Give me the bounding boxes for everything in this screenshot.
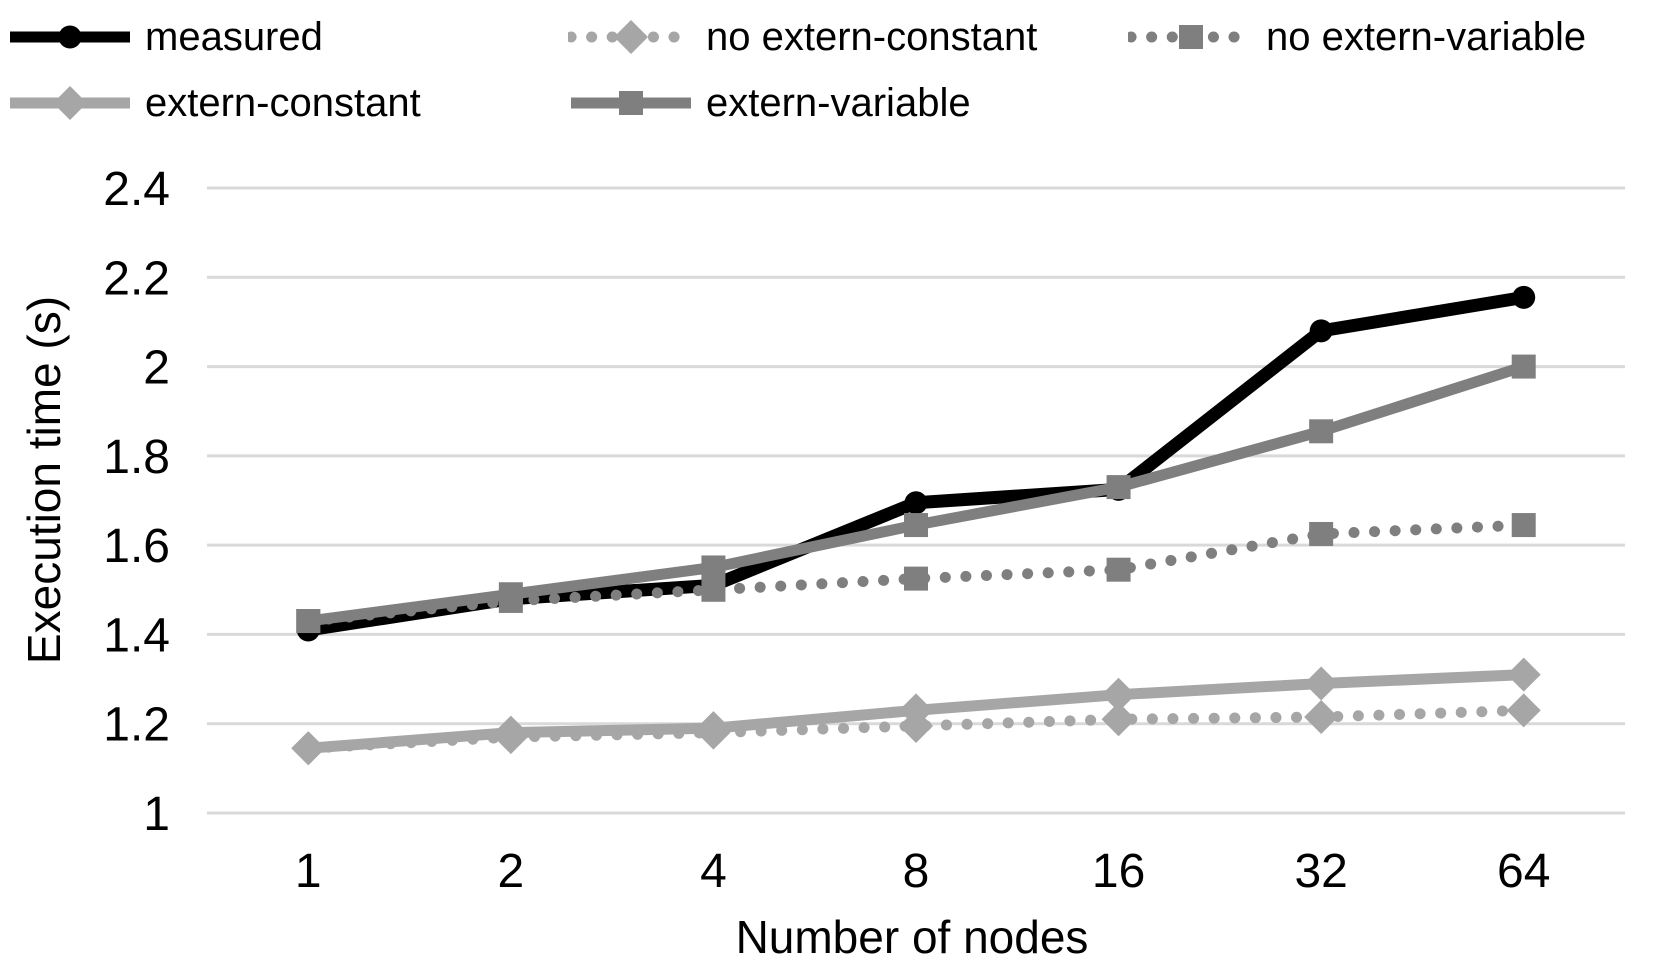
y-tick-label: 1.6 [103,520,170,573]
marker-extern-constant [1506,657,1541,692]
legend-item-no-extern-variable: no extern-variable [1128,15,1586,59]
legend-label-extern-constant: extern-constant [145,81,421,125]
legend-label-extern-variable: extern-variable [706,81,971,125]
x-tick-label: 64 [1497,845,1550,898]
x-axis-title: Number of nodes [735,911,1089,963]
legend-swatch-extern-variable [568,81,694,125]
x-tick-label: 4 [700,845,727,898]
marker-extern-variable [701,555,726,580]
marker-extern-variable [296,609,321,634]
y-tick-label: 1.8 [103,431,170,484]
x-tick-label: 8 [903,845,930,898]
marker-no-extern-variable [1106,557,1131,582]
legend-swatch-extern-constant [7,81,133,125]
legend-swatch-graphic-extern-variable [571,91,691,115]
y-tick-label: 2.4 [103,163,170,216]
marker-no-extern-variable [904,566,928,591]
legend-marker-measured [58,25,82,49]
legend-item-extern-constant: extern-constant [7,81,421,125]
y-axis-title: Execution time (s) [18,295,70,665]
marker-extern-constant [1304,666,1339,701]
legend-marker-extern-constant [53,86,87,120]
legend-swatch-no-extern-variable [1128,15,1254,59]
x-tick-label: 16 [1092,845,1145,898]
legend-marker-no-extern-constant [614,20,648,54]
legend-swatch-graphic-no-extern-constant [568,20,694,54]
marker-measured [1309,319,1333,343]
marker-no-extern-variable [1309,521,1334,546]
marker-extern-constant [493,715,528,750]
marker-measured [904,491,928,515]
marker-measured [1512,285,1536,309]
marker-extern-variable [1511,354,1536,379]
marker-extern-constant [1101,677,1136,712]
marker-no-extern-variable [701,577,726,602]
legend-label-measured: measured [145,15,323,59]
marker-extern-constant [696,711,731,746]
marker-extern-constant [291,731,326,766]
marker-no-extern-constant [1101,702,1136,737]
marker-extern-variable [1106,475,1131,500]
legend-label-no-extern-constant: no extern-constant [706,15,1038,59]
legend-swatch-graphic-extern-constant [10,86,130,120]
legend-item-measured: measured [7,15,323,59]
marker-extern-variable [498,582,523,607]
y-tick-label: 1 [143,788,170,841]
legend-swatch-measured [7,15,133,59]
x-tick-label: 2 [498,845,525,898]
legend-marker-extern-variable [619,91,643,115]
marker-extern-variable [904,513,928,538]
legend-item-no-extern-constant: no extern-constant [568,15,1037,59]
legend-label-no-extern-variable: no extern-variable [1266,15,1587,59]
marker-extern-constant [899,693,933,728]
y-tick-label: 1.4 [103,609,170,662]
y-tick-label: 1.2 [103,699,170,752]
legend-swatch-no-extern-constant [568,15,694,59]
legend-marker-no-extern-variable [1179,25,1203,49]
legend-item-extern-variable: extern-variable [568,81,971,125]
marker-no-extern-constant [1506,693,1541,728]
x-tick-label: 32 [1294,845,1347,898]
x-tick-label: 1 [295,845,322,898]
marker-no-extern-variable [1511,513,1536,538]
marker-no-extern-constant [1304,700,1339,735]
y-tick-label: 2 [143,342,170,395]
chart-legend: measured no extern-constant no extern-va… [0,0,1661,150]
marker-extern-variable [1309,419,1334,444]
legend-swatch-graphic-measured [10,25,130,49]
legend-swatch-graphic-no-extern-variable [1128,25,1254,49]
y-tick-label: 2.2 [103,252,170,305]
